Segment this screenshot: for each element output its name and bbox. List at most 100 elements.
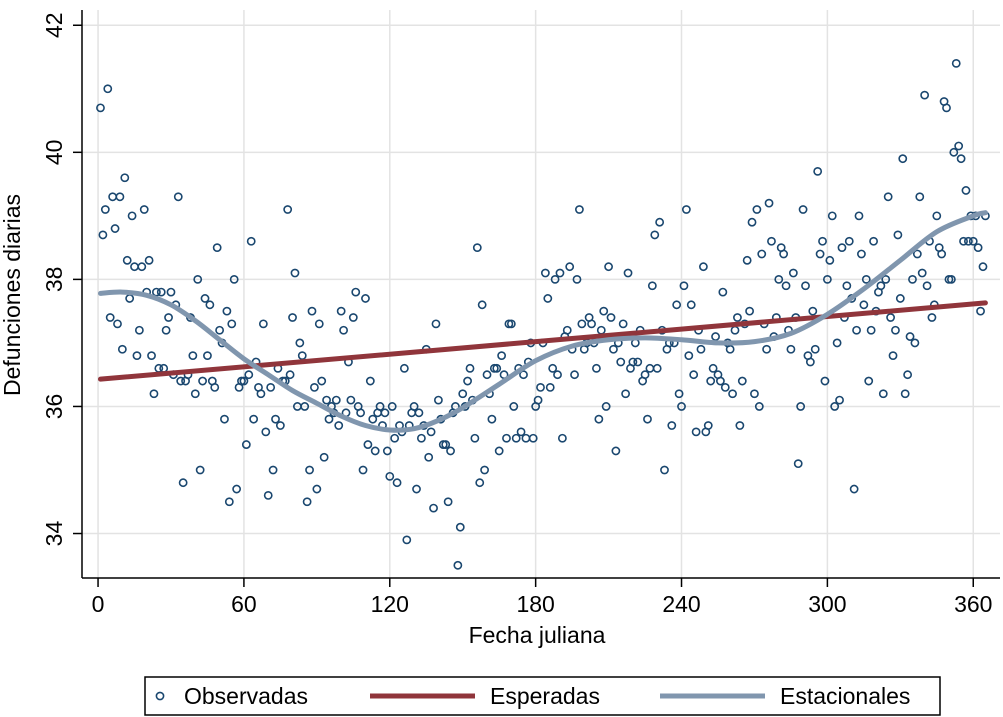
legend-label: Esperadas xyxy=(490,683,600,709)
point xyxy=(801,281,810,291)
point xyxy=(494,446,504,456)
point xyxy=(392,478,402,488)
point xyxy=(601,402,611,411)
point xyxy=(477,300,487,310)
point xyxy=(339,325,348,335)
point xyxy=(908,274,917,284)
point xyxy=(677,402,686,411)
point xyxy=(100,205,110,214)
point xyxy=(604,262,613,272)
point xyxy=(220,414,229,424)
point xyxy=(387,402,397,411)
point xyxy=(470,433,480,443)
point xyxy=(618,319,628,329)
point xyxy=(416,433,426,443)
point xyxy=(832,338,842,348)
point xyxy=(623,268,633,278)
point xyxy=(528,433,538,443)
point xyxy=(472,243,482,253)
point xyxy=(757,249,767,259)
point xyxy=(747,217,757,227)
point xyxy=(932,211,942,221)
point xyxy=(263,491,273,500)
point xyxy=(647,281,657,291)
point xyxy=(156,287,166,297)
point xyxy=(475,478,485,488)
point xyxy=(835,395,844,405)
point xyxy=(616,357,626,367)
point xyxy=(271,414,280,424)
point xyxy=(429,503,438,513)
point xyxy=(691,427,701,437)
point xyxy=(312,484,322,494)
point xyxy=(307,306,317,316)
point xyxy=(735,421,745,430)
x-tick-label: 180 xyxy=(516,591,554,617)
point xyxy=(331,395,341,405)
point xyxy=(708,363,718,373)
point xyxy=(720,382,730,392)
point xyxy=(190,389,200,399)
point xyxy=(285,370,295,380)
point xyxy=(737,376,747,386)
point xyxy=(548,363,558,373)
point xyxy=(633,357,643,367)
point xyxy=(594,414,604,424)
point xyxy=(922,281,932,291)
point xyxy=(533,395,543,405)
point xyxy=(178,478,188,488)
point xyxy=(857,249,866,259)
point xyxy=(543,294,553,303)
point xyxy=(689,370,699,380)
point xyxy=(562,325,572,335)
point xyxy=(849,484,859,494)
point xyxy=(203,351,212,361)
point xyxy=(703,421,713,430)
point xyxy=(147,351,156,361)
point xyxy=(200,294,210,303)
point xyxy=(951,58,961,68)
point xyxy=(149,389,159,399)
point xyxy=(888,351,898,361)
point xyxy=(215,325,225,335)
point xyxy=(852,325,861,335)
point xyxy=(861,274,871,284)
point xyxy=(346,395,356,405)
point xyxy=(973,243,983,253)
point xyxy=(305,465,314,475)
point xyxy=(728,389,737,399)
point xyxy=(361,294,370,303)
point xyxy=(963,236,973,246)
point xyxy=(820,376,830,386)
point xyxy=(587,319,596,329)
point xyxy=(497,351,507,361)
point xyxy=(699,262,708,272)
point xyxy=(793,459,803,469)
y-axis-title: Defunciones diarias xyxy=(0,194,25,396)
point xyxy=(628,357,638,367)
point xyxy=(781,281,791,291)
legend-label: Observadas xyxy=(184,683,308,709)
point xyxy=(844,236,854,246)
point xyxy=(502,433,511,443)
point xyxy=(810,344,820,354)
point xyxy=(244,370,254,380)
point xyxy=(295,338,305,348)
point xyxy=(596,325,606,335)
point xyxy=(805,357,815,367)
point xyxy=(246,236,256,246)
point xyxy=(545,382,555,392)
point xyxy=(869,236,878,246)
point xyxy=(434,395,443,405)
point xyxy=(125,294,135,303)
point xyxy=(674,389,684,399)
point xyxy=(540,268,550,278)
point xyxy=(550,274,560,284)
point xyxy=(900,389,910,399)
point xyxy=(825,255,835,265)
point xyxy=(893,230,903,240)
point xyxy=(103,84,113,94)
point xyxy=(796,402,806,411)
point xyxy=(317,376,327,386)
